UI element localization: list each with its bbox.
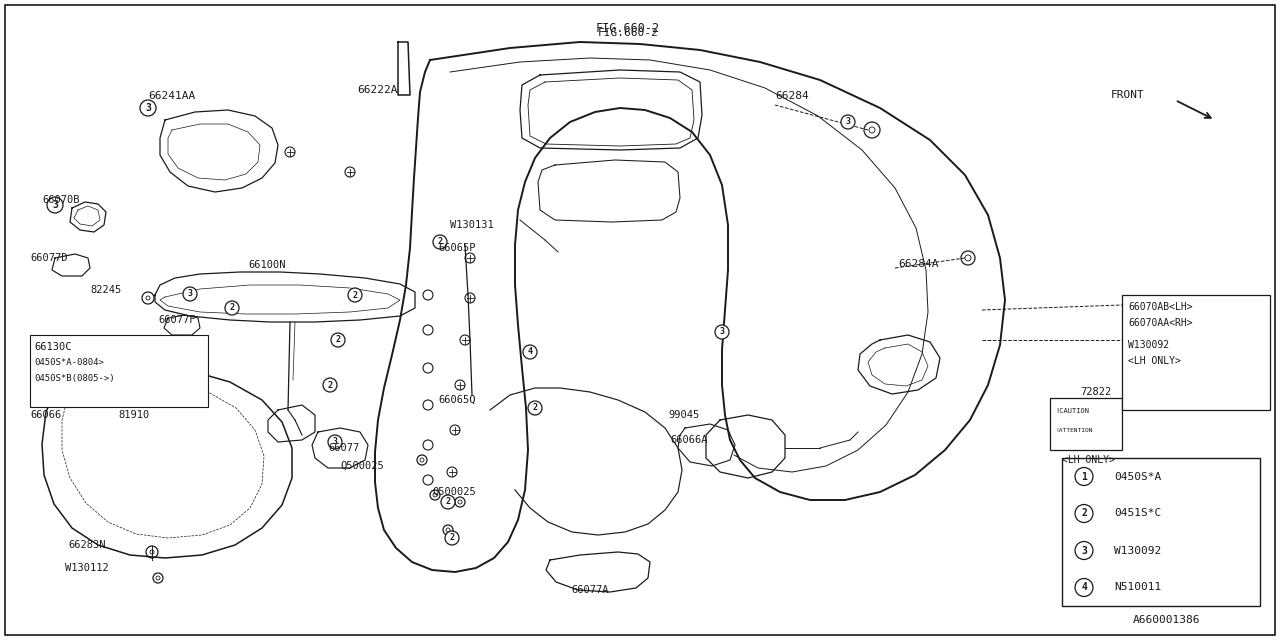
Circle shape bbox=[422, 290, 433, 300]
Circle shape bbox=[183, 287, 197, 301]
Circle shape bbox=[433, 235, 447, 249]
Text: 99045: 99045 bbox=[668, 410, 699, 420]
Text: !CAUTION: !CAUTION bbox=[1055, 408, 1089, 414]
Circle shape bbox=[1075, 467, 1093, 486]
Circle shape bbox=[332, 333, 346, 347]
Text: 2: 2 bbox=[532, 403, 538, 413]
Text: 66284: 66284 bbox=[774, 91, 809, 101]
Text: 0450S*A: 0450S*A bbox=[1114, 472, 1161, 481]
Text: Q500025: Q500025 bbox=[340, 461, 384, 471]
Text: 81910: 81910 bbox=[118, 410, 150, 420]
Text: FIG.660-2: FIG.660-2 bbox=[598, 28, 658, 38]
Text: 66070AA<RH>: 66070AA<RH> bbox=[1128, 318, 1193, 328]
Text: 1: 1 bbox=[1082, 472, 1087, 481]
Circle shape bbox=[1075, 504, 1093, 522]
Text: 66284A: 66284A bbox=[899, 259, 938, 269]
Bar bbox=[29, 335, 207, 407]
Text: 72822: 72822 bbox=[1080, 387, 1111, 397]
Text: 2: 2 bbox=[335, 335, 340, 344]
Circle shape bbox=[841, 115, 855, 129]
Text: 66066: 66066 bbox=[29, 410, 61, 420]
Text: 82245: 82245 bbox=[90, 285, 122, 295]
Circle shape bbox=[422, 400, 433, 410]
Text: !ATTENTION: !ATTENTION bbox=[1055, 428, 1093, 433]
Text: 2: 2 bbox=[352, 291, 357, 300]
Bar bbox=[1062, 458, 1260, 606]
Circle shape bbox=[529, 401, 541, 415]
Text: 0450S*A-0804>: 0450S*A-0804> bbox=[35, 358, 104, 367]
Text: 2: 2 bbox=[328, 381, 333, 390]
Text: 3: 3 bbox=[52, 200, 58, 210]
Circle shape bbox=[1075, 541, 1093, 559]
Text: 2: 2 bbox=[229, 303, 234, 312]
Circle shape bbox=[422, 475, 433, 485]
Text: A660001386: A660001386 bbox=[1133, 615, 1201, 625]
Bar bbox=[1123, 295, 1270, 410]
Text: 66077F: 66077F bbox=[157, 315, 196, 325]
Circle shape bbox=[422, 363, 433, 373]
Text: 66065Q: 66065Q bbox=[438, 395, 475, 405]
Text: W130112: W130112 bbox=[65, 563, 109, 573]
Circle shape bbox=[323, 378, 337, 392]
Text: 0450S*B(0805->): 0450S*B(0805->) bbox=[35, 374, 115, 383]
Text: W130092: W130092 bbox=[1114, 545, 1161, 556]
Circle shape bbox=[422, 440, 433, 450]
Circle shape bbox=[422, 325, 433, 335]
Text: 66283N: 66283N bbox=[68, 540, 105, 550]
Text: 2: 2 bbox=[449, 534, 454, 543]
Text: N510011: N510011 bbox=[1114, 582, 1161, 593]
Circle shape bbox=[348, 288, 362, 302]
Text: 66222A: 66222A bbox=[357, 85, 398, 95]
Text: FIG.660-2: FIG.660-2 bbox=[596, 22, 660, 35]
Text: 66065P: 66065P bbox=[438, 243, 475, 253]
Text: Q500025: Q500025 bbox=[433, 487, 476, 497]
Text: 66241AA: 66241AA bbox=[148, 91, 196, 101]
Text: 66130C: 66130C bbox=[35, 342, 72, 352]
Text: 2: 2 bbox=[1082, 509, 1087, 518]
Text: 3: 3 bbox=[719, 328, 724, 337]
Circle shape bbox=[445, 531, 460, 545]
Circle shape bbox=[716, 325, 730, 339]
Circle shape bbox=[524, 345, 538, 359]
Text: 3: 3 bbox=[145, 103, 151, 113]
Circle shape bbox=[47, 197, 63, 213]
Text: FRONT: FRONT bbox=[1111, 90, 1146, 100]
Text: 2: 2 bbox=[445, 497, 451, 506]
Text: <LH ONLY>: <LH ONLY> bbox=[1128, 356, 1181, 366]
Bar bbox=[1050, 398, 1123, 450]
Circle shape bbox=[225, 301, 239, 315]
Text: <LH ONLY>: <LH ONLY> bbox=[1062, 455, 1115, 465]
Circle shape bbox=[1075, 579, 1093, 596]
Text: 4: 4 bbox=[1082, 582, 1087, 593]
Circle shape bbox=[140, 100, 156, 116]
Text: 66070AB<LH>: 66070AB<LH> bbox=[1128, 302, 1193, 312]
Text: 0451S*C: 0451S*C bbox=[1114, 509, 1161, 518]
Text: 3: 3 bbox=[1082, 545, 1087, 556]
Text: 66066A: 66066A bbox=[669, 435, 708, 445]
Text: 66100N: 66100N bbox=[248, 260, 285, 270]
Text: 3: 3 bbox=[187, 289, 192, 298]
Text: W130092: W130092 bbox=[1128, 340, 1169, 350]
Text: 3: 3 bbox=[333, 438, 338, 447]
Text: 66077D: 66077D bbox=[29, 253, 68, 263]
Circle shape bbox=[442, 495, 454, 509]
Text: 66077: 66077 bbox=[328, 443, 360, 453]
Text: 66077A: 66077A bbox=[571, 585, 609, 595]
Circle shape bbox=[328, 435, 342, 449]
Text: 66070B: 66070B bbox=[42, 195, 79, 205]
Text: 2: 2 bbox=[438, 237, 443, 246]
Text: 3: 3 bbox=[846, 118, 850, 127]
Text: W130131: W130131 bbox=[451, 220, 494, 230]
Text: 4: 4 bbox=[527, 348, 532, 356]
